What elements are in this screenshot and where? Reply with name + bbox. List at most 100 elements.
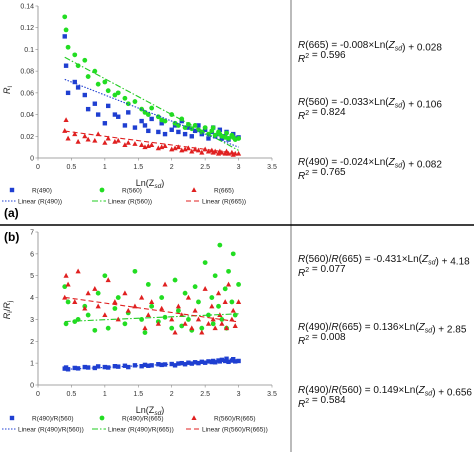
data-point <box>192 307 198 313</box>
data-point <box>82 92 87 98</box>
data-point <box>222 299 228 304</box>
data-point <box>206 359 211 364</box>
data-point <box>199 329 205 335</box>
data-point <box>63 321 69 327</box>
data-point <box>195 147 202 153</box>
data-point <box>205 321 212 326</box>
legend-marker <box>191 187 197 192</box>
legend-label: R(665) <box>214 188 234 195</box>
data-point <box>169 361 174 367</box>
data-point <box>172 277 178 283</box>
data-point <box>179 323 185 329</box>
regression-equation: R(490)/R(560) = 0.149×Ln(Zsd) + 0.656 <box>298 385 472 399</box>
data-point <box>202 286 208 291</box>
data-point <box>145 282 151 287</box>
data-point <box>85 290 91 296</box>
series-0 <box>62 356 241 372</box>
panel-a-label: (a) <box>4 206 19 220</box>
data-point <box>172 363 178 368</box>
data-point <box>209 303 215 309</box>
legend-marker <box>9 415 15 421</box>
data-point <box>72 131 78 137</box>
data-point <box>63 272 69 278</box>
data-point <box>139 294 145 300</box>
data-point <box>217 127 223 132</box>
data-point <box>63 27 69 33</box>
data-point <box>162 143 168 149</box>
data-point <box>95 364 101 369</box>
fit-line-0 <box>64 78 239 148</box>
data-point <box>149 303 155 309</box>
data-point <box>145 112 151 117</box>
data-point <box>126 110 131 115</box>
r-squared: R2 = 0.077 <box>298 264 346 279</box>
data-point <box>85 106 91 112</box>
x-tick-label: 1 <box>103 164 107 171</box>
data-point <box>156 362 161 367</box>
data-point <box>182 290 188 296</box>
data-point <box>192 146 198 152</box>
data-point <box>172 329 178 335</box>
data-point <box>92 327 98 333</box>
data-point <box>176 129 181 135</box>
data-point <box>92 68 98 74</box>
data-point <box>169 316 175 322</box>
data-point <box>115 90 121 96</box>
data-point <box>115 316 121 322</box>
x-tick-label: 1 <box>103 391 107 398</box>
legend-label: R(560) <box>122 188 142 195</box>
data-point <box>63 117 69 122</box>
legend-marker <box>99 187 105 193</box>
data-point <box>162 118 168 124</box>
x-tick-label: 3.5 <box>267 391 277 398</box>
r-squared: R2 = 0.596 <box>298 50 346 65</box>
data-point <box>176 308 181 314</box>
y-tick-label: 3 <box>30 317 34 324</box>
panel-b-label: (b) <box>4 230 19 244</box>
data-point <box>149 142 155 147</box>
data-point <box>226 136 231 141</box>
data-point <box>216 303 221 309</box>
data-point <box>210 316 216 322</box>
y-tick-label: 6 <box>30 251 34 258</box>
data-point <box>196 360 201 366</box>
y-tick-label: 0.06 <box>20 90 34 97</box>
data-point <box>159 295 165 300</box>
y-tick-label: 0 <box>30 383 34 390</box>
data-point <box>224 356 229 361</box>
x-tick-label: 2.5 <box>200 164 210 171</box>
data-point <box>202 125 208 130</box>
panel-b-ylabel: Ri/Rj <box>2 301 14 319</box>
data-point <box>186 317 191 322</box>
data-point <box>139 142 145 147</box>
data-point <box>179 116 185 122</box>
data-point <box>232 312 238 318</box>
data-point <box>223 325 230 331</box>
data-point <box>229 316 235 322</box>
data-point <box>212 132 218 138</box>
r-squared: R2 = 0.765 <box>298 167 346 182</box>
data-point <box>85 74 91 79</box>
data-point <box>116 114 121 119</box>
legend-line-label: Linear (R(560)) <box>108 199 152 206</box>
legend-label: R(490)/R(560) <box>32 416 74 423</box>
data-point <box>132 363 138 368</box>
data-point <box>112 364 118 369</box>
data-point <box>132 125 138 130</box>
data-point <box>82 305 88 311</box>
data-point <box>182 362 188 367</box>
data-point <box>224 130 229 136</box>
data-point <box>199 325 205 331</box>
data-point <box>62 128 68 133</box>
regression-equation: R(560)/R(665) = -0.431×Ln(Zsd) + 4.18 <box>298 254 470 268</box>
data-point <box>189 134 194 139</box>
data-point <box>122 290 128 296</box>
x-tick-label: 3 <box>237 164 241 171</box>
data-point <box>210 321 216 327</box>
data-point <box>65 44 71 50</box>
data-point <box>217 242 223 248</box>
legend-marker <box>191 415 197 420</box>
x-tick-label: 1.5 <box>133 391 143 398</box>
